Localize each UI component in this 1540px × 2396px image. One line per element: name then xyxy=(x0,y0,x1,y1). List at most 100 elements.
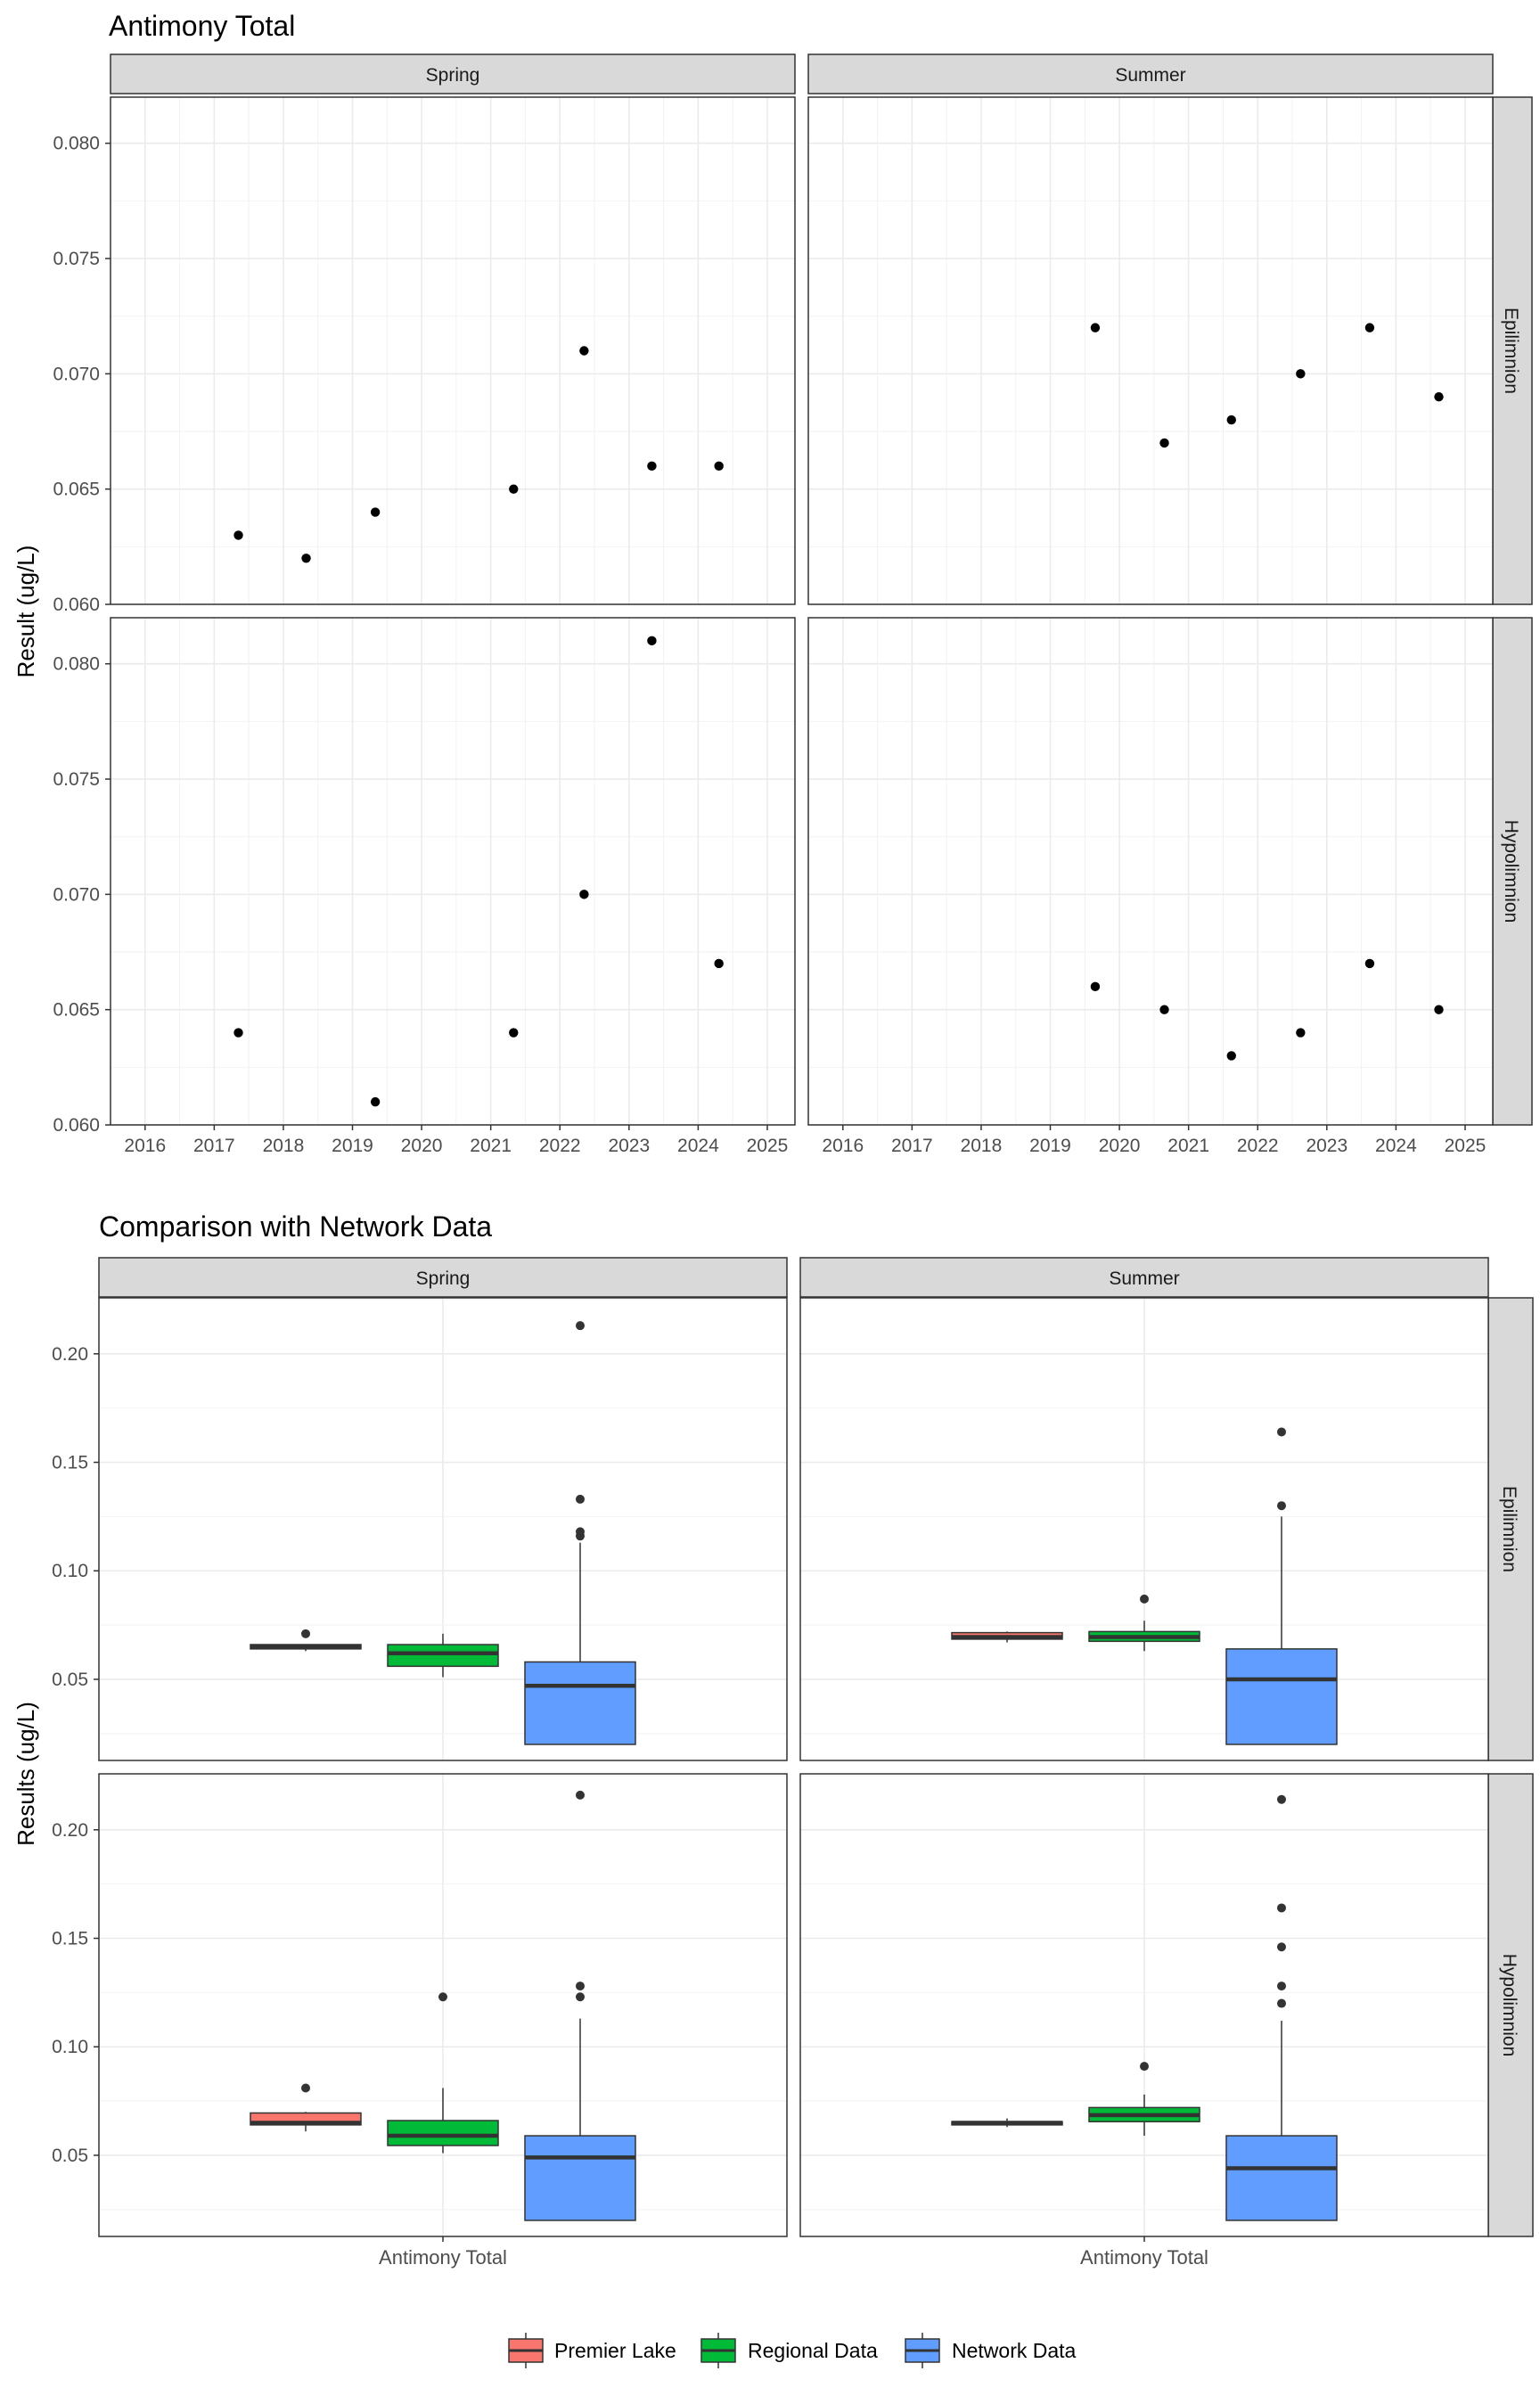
legend-item-regional-data: Regional Data xyxy=(700,2333,878,2368)
panel-border xyxy=(110,96,796,605)
x-tick-label: 2025 xyxy=(1445,1136,1487,1156)
panel-border xyxy=(98,1297,788,1761)
box-premier-lake xyxy=(250,2083,362,2132)
x-tick-label: 2022 xyxy=(539,1136,581,1156)
panel-background xyxy=(808,97,1493,604)
outlier-point xyxy=(1140,2062,1149,2072)
data-point xyxy=(714,461,724,472)
data-point xyxy=(647,461,657,472)
x-tick-label: 2018 xyxy=(961,1136,1003,1156)
box-regional-data xyxy=(387,1992,499,2154)
x-tick-label: Antimony Total xyxy=(1080,2246,1208,2269)
legend-item-premier-lake: Premier Lake xyxy=(508,2333,676,2368)
y-tick-label: 0.070 xyxy=(53,884,100,905)
data-point xyxy=(1226,1051,1236,1061)
x-tick-label: 2017 xyxy=(193,1136,235,1156)
outlier-point xyxy=(576,1321,585,1331)
box-regional-data xyxy=(1088,1594,1200,1652)
legend-label: Regional Data xyxy=(748,2339,878,2362)
data-point xyxy=(1296,1028,1306,1038)
data-point xyxy=(1226,414,1236,425)
legend-label: Network Data xyxy=(952,2339,1077,2362)
data-point xyxy=(233,1028,243,1038)
x-tick-label: 2021 xyxy=(1167,1136,1209,1156)
x-tick-label: 2022 xyxy=(1237,1136,1279,1156)
panel-spring-epilimnion xyxy=(110,96,796,605)
y-tick-label: 0.080 xyxy=(53,134,100,154)
x-tick-label: 2019 xyxy=(1029,1136,1071,1156)
box-network-data xyxy=(524,1321,636,1745)
panel-summer-hypolimnion xyxy=(799,1773,1489,2237)
data-point xyxy=(1364,323,1375,332)
legend-label: Premier Lake xyxy=(554,2339,676,2362)
y-tick-label: 0.060 xyxy=(53,1115,100,1136)
box-network-data xyxy=(1225,1794,1338,2221)
y-tick-label: 0.070 xyxy=(53,364,100,384)
x-tick-label: 2016 xyxy=(124,1136,166,1156)
panel-summer-epilimnion xyxy=(807,96,1494,605)
strip-spring xyxy=(110,53,796,94)
data-point xyxy=(1159,1005,1169,1014)
data-point xyxy=(1090,323,1101,332)
x-tick-label: 2021 xyxy=(470,1136,512,1156)
strip-hypolimnion xyxy=(1492,617,1533,1126)
box-iqr xyxy=(1225,1648,1338,1745)
data-point xyxy=(579,346,589,356)
y-tick-label: 0.05 xyxy=(52,2146,88,2166)
x-tick-label: 2017 xyxy=(891,1136,933,1156)
legend: Premier Lake Regional Data Network Data xyxy=(508,2333,1077,2368)
strip-epilimnion xyxy=(1492,96,1533,605)
strip-label-summer: Summer xyxy=(1109,1268,1179,1289)
y-tick-label: 0.20 xyxy=(52,1344,88,1365)
panel-border xyxy=(110,617,796,1126)
boxplot-y-axis-label: Results (ug/L) xyxy=(12,1702,39,1846)
box-premier-lake xyxy=(951,2118,1063,2128)
data-point xyxy=(714,958,724,969)
panel-background xyxy=(111,618,795,1125)
panel-spring-hypolimnion xyxy=(110,617,796,1126)
strip-label-hypolimnion: Hypolimnion xyxy=(1499,1954,1520,2057)
outlier-point xyxy=(301,1629,310,1638)
data-point xyxy=(647,636,657,646)
strip-summer xyxy=(807,53,1494,94)
x-tick-label: 2023 xyxy=(1306,1136,1348,1156)
x-tick-label: 2024 xyxy=(1375,1136,1417,1156)
data-point xyxy=(301,554,311,563)
y-tick-label: 0.080 xyxy=(53,654,100,675)
panel-summer-epilimnion xyxy=(799,1297,1489,1761)
x-tick-label: 2016 xyxy=(822,1136,864,1156)
y-tick-label: 0.05 xyxy=(52,1670,88,1690)
y-tick-label: 0.20 xyxy=(52,1820,88,1841)
box-network-data xyxy=(1225,1427,1338,1745)
outlier-point xyxy=(576,1494,585,1504)
box-iqr xyxy=(1225,2135,1338,2221)
outlier-point xyxy=(1277,1982,1286,1991)
x-tick-label: Antimony Total xyxy=(379,2246,507,2269)
strip-summer xyxy=(799,1257,1489,1298)
outlier-point xyxy=(301,2083,310,2093)
outlier-point xyxy=(438,1992,447,2002)
data-point xyxy=(1159,438,1169,448)
panel-background xyxy=(111,97,795,604)
x-tick-label: 2019 xyxy=(332,1136,373,1156)
box-network-data xyxy=(524,1790,636,2221)
outlier-point xyxy=(576,1982,585,1991)
data-point xyxy=(509,1028,519,1038)
outlier-point xyxy=(576,1527,585,1537)
data-point xyxy=(1090,981,1101,992)
y-tick-label: 0.075 xyxy=(53,249,100,269)
y-tick-label: 0.10 xyxy=(52,2037,88,2057)
data-point xyxy=(370,1096,381,1107)
strip-label-epilimnion: Epilimnion xyxy=(1499,1486,1520,1572)
box-regional-data xyxy=(1088,2062,1200,2137)
strip-hypolimnion xyxy=(1487,1773,1534,2237)
data-point xyxy=(509,484,519,494)
x-tick-label: 2025 xyxy=(747,1136,789,1156)
x-tick-label: 2024 xyxy=(677,1136,719,1156)
outlier-point xyxy=(1277,1942,1286,1952)
outlier-point xyxy=(1277,1427,1286,1437)
box-regional-data xyxy=(387,1633,499,1678)
panel-border xyxy=(807,96,1494,605)
y-tick-label: 0.075 xyxy=(53,769,100,790)
